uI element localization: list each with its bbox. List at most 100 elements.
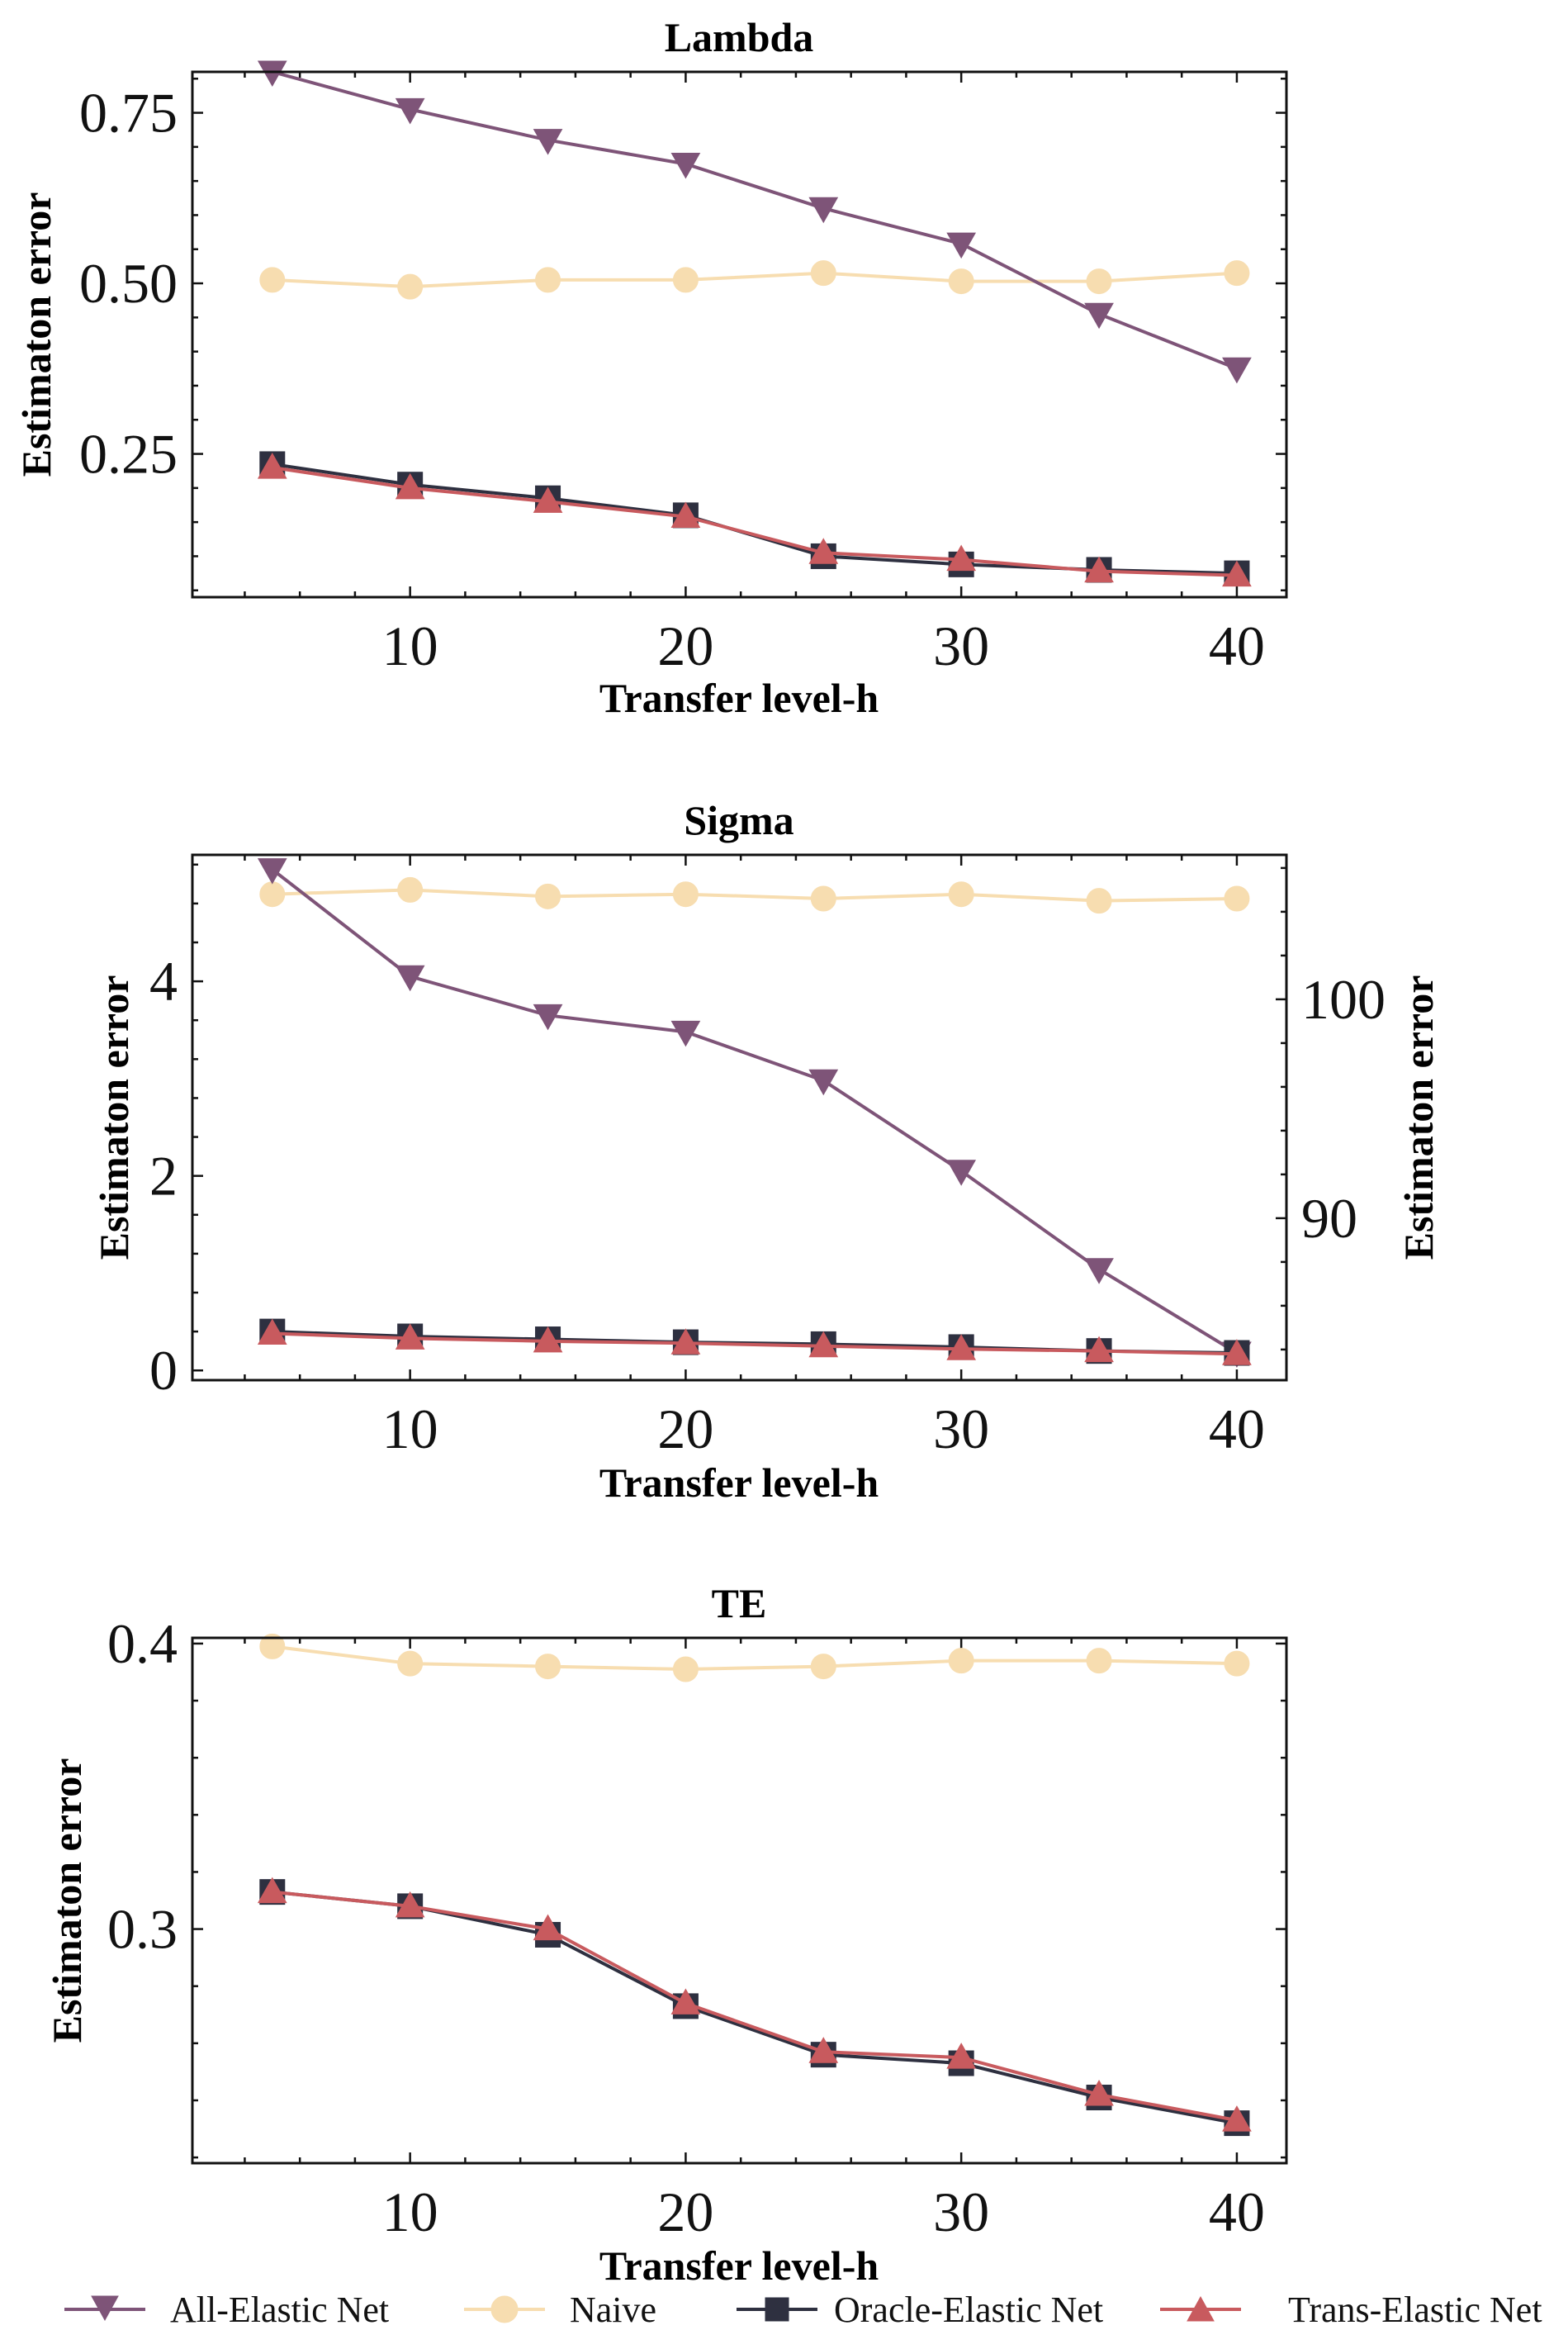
x-tick-label: 40 — [1209, 2181, 1265, 2243]
data-point — [1086, 268, 1112, 295]
series-line — [272, 1890, 1238, 2123]
data-point — [810, 885, 836, 912]
data-point — [946, 1334, 977, 1360]
legend-marker-all-elastic — [91, 2295, 119, 2322]
data-point — [257, 453, 287, 479]
data-point — [670, 1988, 701, 2014]
data-point — [946, 544, 977, 572]
panel-lambda: Lambda 10 20 30 40 0.25 0.50 0.75 Transfer lev… — [13, 14, 1288, 721]
x-tick-label: 30 — [933, 1398, 989, 1460]
data-point — [1086, 1648, 1112, 1674]
data-point — [670, 1020, 701, 1047]
series-line — [272, 888, 1237, 903]
y-tick-label: 0.4 — [107, 1612, 178, 1675]
x-tick-label: 20 — [657, 615, 713, 677]
panel-title: Lambda — [665, 14, 814, 60]
data-point — [257, 1877, 287, 1904]
data-point — [808, 1069, 839, 1096]
y-tick-label: 4 — [149, 950, 178, 1013]
data-point — [810, 1654, 836, 1680]
data-point — [259, 267, 286, 293]
data-point — [257, 60, 287, 88]
legend: All-Elastic Net Naive Oracle-Elastic Net… — [64, 2290, 1542, 2330]
series-line — [272, 1331, 1237, 1356]
y-tick-label: 0.3 — [107, 1898, 178, 1961]
data-point — [948, 268, 974, 295]
data-point — [259, 881, 286, 908]
plot-frame — [191, 1636, 1288, 2165]
data-point — [670, 501, 701, 529]
data-point — [1222, 2105, 1252, 2132]
data-point — [397, 1650, 424, 1677]
data-point — [533, 1326, 563, 1353]
series-trans — [257, 1318, 1252, 1365]
series-line — [272, 70, 1238, 371]
series-line — [272, 1644, 1237, 1672]
series-trans — [257, 1877, 1252, 2132]
legend-label-naive: Naive — [570, 2290, 656, 2330]
data-point — [810, 260, 836, 287]
data-point — [1224, 260, 1250, 287]
data-point — [395, 965, 425, 992]
data-point — [533, 1004, 563, 1031]
legend-marker-naive — [490, 2295, 519, 2323]
data-point — [395, 472, 425, 500]
y-tick-label: 0.50 — [79, 252, 178, 315]
x-tick-label: 20 — [657, 2181, 713, 2243]
data-point — [1222, 357, 1252, 384]
legend-item-naive: Naive — [464, 2290, 656, 2330]
data-point — [808, 197, 839, 224]
panel-te: TE 10 20 30 40 0.3 0.4 Transfer level-h Estim… — [44, 1580, 1288, 2289]
plot-frame — [191, 70, 1288, 599]
x-tick-label: 40 — [1209, 615, 1265, 677]
series-naive — [259, 876, 1250, 914]
y-tick-label: 0 — [149, 1339, 178, 1402]
x-axis-label: Transfer level-h — [599, 675, 879, 721]
y2-tick-label: 90 — [1301, 1187, 1357, 1250]
legend-item-all-elastic: All-Elastic Net — [64, 2290, 389, 2330]
x-tick-label: 40 — [1209, 1398, 1265, 1460]
series-naive — [259, 1633, 1250, 1682]
x-tick-label: 10 — [382, 1398, 438, 1460]
data-point — [670, 1328, 701, 1355]
data-point — [1084, 2080, 1114, 2106]
data-point — [948, 881, 974, 908]
data-point — [1222, 560, 1252, 587]
data-point — [535, 267, 561, 293]
series-all-elastic — [257, 858, 1252, 1369]
data-point — [672, 881, 699, 908]
y-tick-label: 2 — [149, 1145, 178, 1208]
plot-frame — [191, 853, 1288, 1382]
data-point — [808, 2037, 839, 2063]
data-point — [946, 232, 977, 259]
panel-title: Sigma — [684, 797, 793, 843]
legend-label-oracle: Oracle-Elastic Net — [834, 2290, 1103, 2330]
x-axis-label: Transfer level-h — [599, 1459, 879, 1506]
data-point — [672, 1656, 699, 1682]
y2-tick-label: 100 — [1301, 968, 1386, 1031]
legend-marker-trans — [1187, 2295, 1215, 2322]
data-point — [395, 1323, 425, 1350]
data-point — [1084, 302, 1114, 330]
data-point — [1084, 556, 1114, 583]
axis-ticks — [192, 72, 1286, 597]
data-point — [535, 883, 561, 909]
panel-title: TE — [712, 1580, 767, 1626]
data-point — [946, 1160, 977, 1186]
data-point — [397, 876, 424, 903]
x-tick-label: 30 — [933, 615, 989, 677]
y-axis-label-right: Estimaton error — [1395, 975, 1442, 1260]
data-point — [1224, 1650, 1250, 1677]
x-tick-label: 10 — [382, 2181, 438, 2243]
data-point — [1084, 1336, 1114, 1363]
legend-label-all-elastic: All-Elastic Net — [170, 2290, 389, 2330]
data-point — [946, 2043, 977, 2069]
legend-item-oracle: Oracle-Elastic Net — [737, 2290, 1103, 2330]
x-tick-label: 20 — [657, 1398, 713, 1460]
data-point — [395, 97, 425, 125]
x-tick-label: 10 — [382, 615, 438, 677]
data-point — [1224, 885, 1250, 912]
y-axis-label: Estimaton error — [91, 975, 137, 1260]
data-point — [1222, 1339, 1252, 1365]
data-point — [808, 538, 839, 564]
